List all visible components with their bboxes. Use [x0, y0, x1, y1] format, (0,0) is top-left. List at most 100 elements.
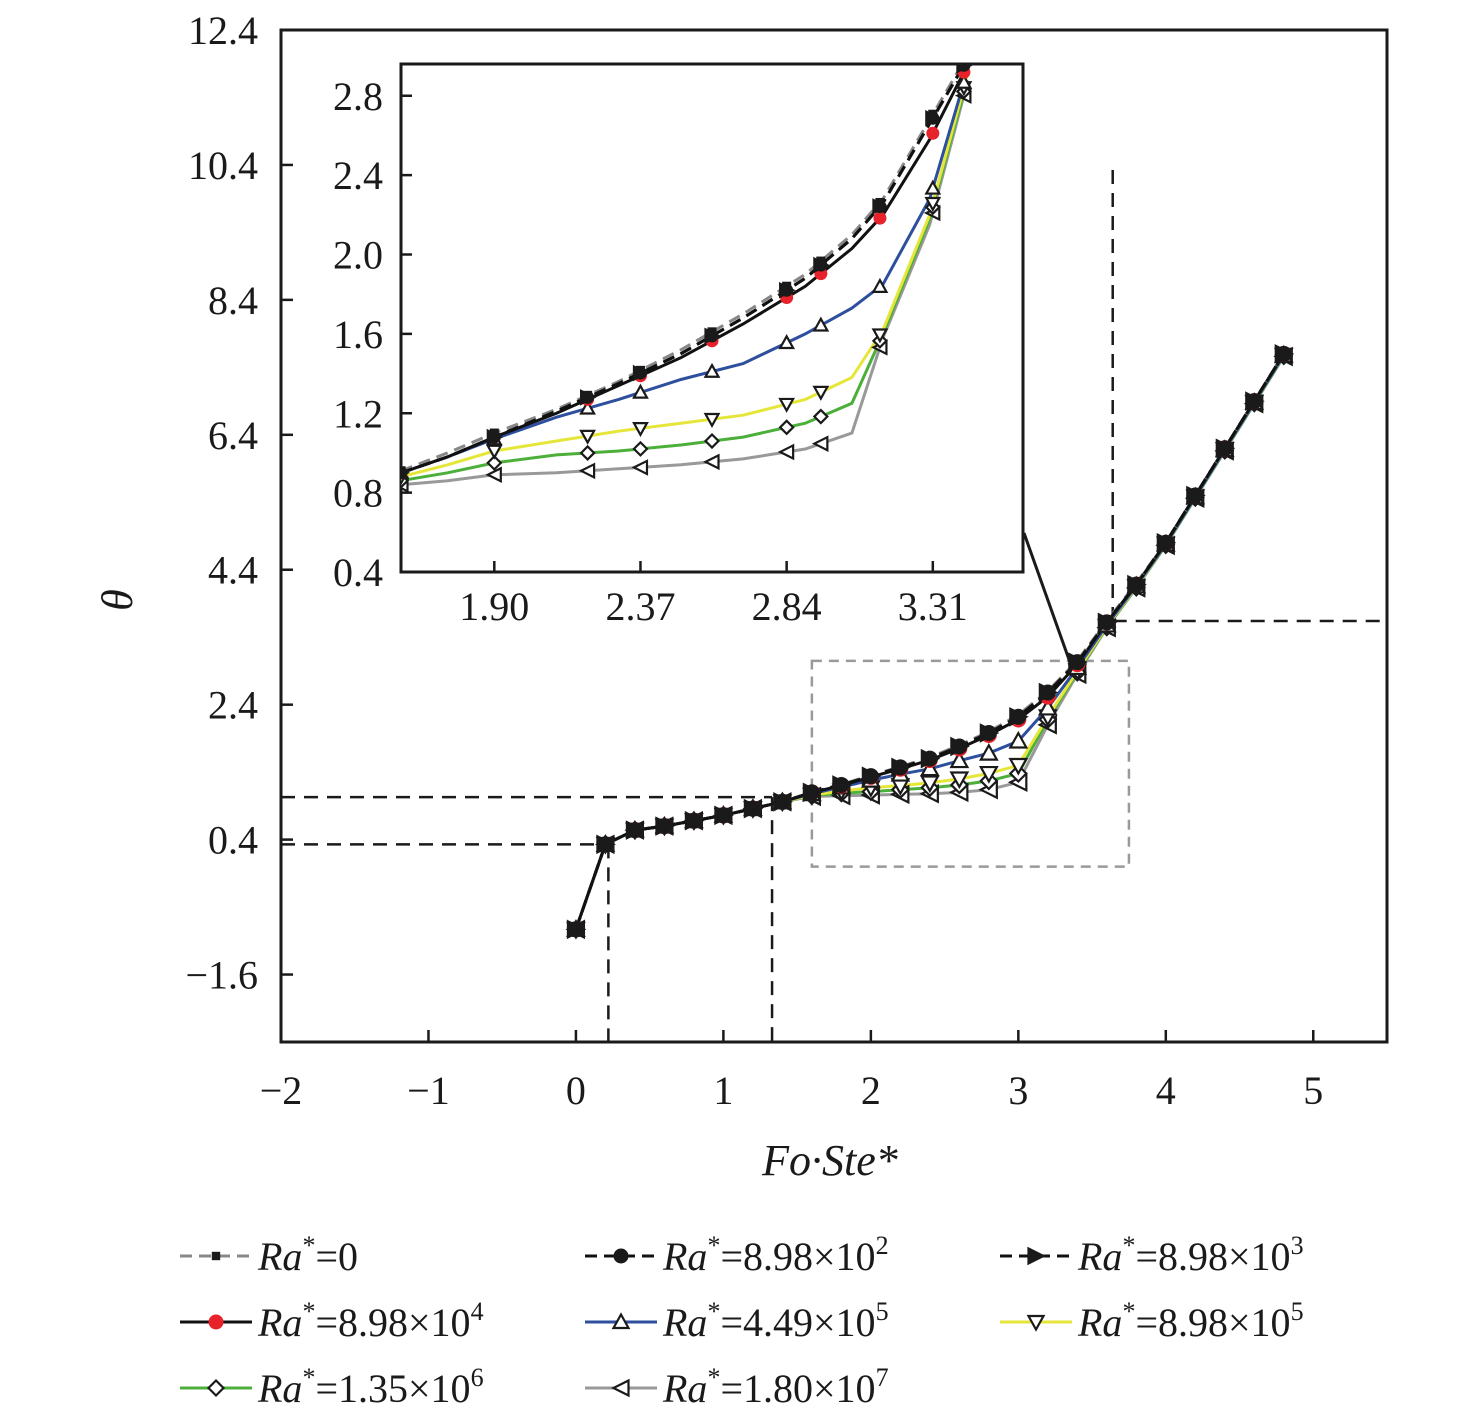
y-tick-label: 10.4 — [188, 143, 258, 188]
main-series-group — [565, 344, 1295, 940]
x-tick-label: 3 — [1008, 1068, 1028, 1113]
data-point-marker — [486, 428, 504, 446]
data-point-marker — [956, 64, 973, 74]
x-tick-label: 2 — [861, 1068, 881, 1113]
data-point-marker — [871, 328, 889, 344]
data-point-marker — [873, 211, 887, 225]
data-point-marker — [579, 429, 596, 445]
data-point-marker — [631, 459, 649, 476]
data-point-marker — [208, 1314, 224, 1330]
data-point-marker — [891, 757, 911, 778]
data-point-marker — [949, 750, 970, 769]
data-point-marker — [777, 443, 795, 461]
data-point-marker — [1038, 682, 1059, 703]
legend-item: Ra*=4.49×105 — [585, 1297, 889, 1345]
inset-series-line — [401, 64, 967, 475]
y-tick-label: 4.4 — [208, 548, 258, 593]
y-axis-title: θ — [93, 589, 142, 611]
x-tick-label: 1 — [713, 1068, 733, 1113]
data-point-marker — [773, 792, 793, 812]
main-plot: −2 −1 0 1 2 3 4 5 −1.6 0.4 2.4 4.4 6.4 8.4 10.4 12.4 F… — [93, 8, 1389, 1185]
legend-item: Ra*=8.98×105 — [1000, 1297, 1304, 1345]
data-point-marker — [832, 775, 852, 795]
data-point-marker — [812, 316, 830, 332]
legend-label: Ra*=8.98×104 — [257, 1297, 484, 1345]
y-tick-label: 12.4 — [188, 8, 258, 53]
main-plot-frame — [279, 28, 1389, 1044]
data-point-marker — [811, 435, 829, 452]
data-point-marker — [950, 736, 970, 757]
data-point-marker — [812, 408, 829, 425]
data-point-marker — [579, 399, 596, 415]
inset-y-tick-label: 2.8 — [333, 74, 383, 119]
inset-x-tick-label: 2.84 — [752, 584, 822, 629]
data-point-marker — [920, 748, 941, 769]
data-point-marker — [1008, 730, 1029, 749]
legend-item: Ra*=8.98×104 — [180, 1297, 484, 1345]
data-point-marker — [486, 454, 503, 471]
legend-item: Ra*=1.35×106 — [180, 1363, 484, 1411]
y-tick-label: 6.4 — [208, 413, 258, 458]
data-point-marker — [211, 1251, 221, 1261]
y-tick-label: 0.4 — [208, 818, 258, 863]
data-point-marker — [802, 782, 823, 803]
data-point-marker — [611, 1378, 630, 1398]
inset-y-tick-label: 2.4 — [333, 153, 383, 198]
x-tick-label: −2 — [260, 1068, 303, 1113]
legend-label: Ra*=4.49×105 — [662, 1297, 889, 1345]
data-point-marker — [485, 444, 503, 460]
data-point-marker — [613, 1248, 629, 1264]
y-tick-label: 8.4 — [208, 278, 258, 323]
data-point-marker — [779, 281, 796, 299]
data-point-marker — [1097, 612, 1118, 633]
data-point-marker — [611, 1312, 631, 1330]
inset-x-tick-label: 2.37 — [605, 584, 675, 629]
data-point-marker — [655, 816, 675, 836]
data-point-marker — [861, 766, 882, 786]
legend-label: Ra*=8.98×105 — [1077, 1297, 1304, 1345]
legend: Ra*=0 Ra*=8.98×102 Ra*=8.98×103 Ra*=8.98×10… — [180, 1231, 1304, 1411]
legend-label: Ra*=0 — [257, 1231, 358, 1279]
data-point-marker — [778, 397, 796, 413]
inset-y-tick-label: 1.6 — [333, 312, 383, 357]
data-point-marker — [1037, 697, 1058, 716]
data-point-marker — [703, 362, 721, 378]
data-point-marker — [924, 179, 942, 195]
data-point-marker — [872, 198, 889, 215]
data-point-marker — [632, 440, 649, 457]
data-point-marker — [925, 109, 942, 127]
data-point-marker — [978, 742, 999, 761]
data-point-marker — [979, 723, 1000, 743]
data-point-marker — [1009, 707, 1029, 727]
data-point-marker — [625, 820, 646, 840]
data-point-marker — [684, 810, 705, 831]
x-axis-title: Fo·Ste* — [761, 1136, 898, 1185]
legend-label: Ra*=8.98×103 — [1077, 1231, 1304, 1279]
inset-series-group — [401, 64, 973, 493]
data-point-marker — [714, 805, 734, 826]
data-point-marker — [955, 73, 973, 89]
data-point-marker — [871, 277, 889, 293]
data-point-marker — [949, 771, 970, 790]
inset-y-tick-label: 1.2 — [333, 391, 383, 436]
inset-y-ticks: 0.4 0.8 1.2 1.6 2.0 2.4 2.8 — [333, 74, 412, 595]
legend-item: Ra*=8.98×103 — [1000, 1231, 1304, 1279]
data-point-marker — [743, 798, 764, 819]
legend-label: Ra*=1.35×106 — [257, 1363, 484, 1411]
legend-label: Ra*=1.80×107 — [662, 1363, 889, 1411]
x-tick-label: 4 — [1156, 1068, 1176, 1113]
data-point-marker — [1215, 438, 1236, 459]
data-point-marker — [778, 419, 795, 436]
legend-item: Ra*=8.98×102 — [585, 1231, 889, 1279]
x-tick-label: −1 — [407, 1068, 450, 1113]
inset-plot-frame — [399, 62, 1025, 574]
x-tick-label: 5 — [1303, 1068, 1323, 1113]
data-point-marker — [703, 412, 721, 428]
inset-connector-line — [1022, 532, 1074, 669]
inset-plot: 1.90 2.37 2.84 3.31 0.4 0.8 1.2 1.6 2.0 2.4 2.8 — [333, 62, 1025, 629]
data-point-marker — [703, 453, 720, 471]
data-point-marker — [926, 126, 940, 140]
data-point-marker — [632, 364, 650, 382]
inset-y-tick-label: 0.8 — [333, 471, 383, 516]
data-point-marker — [401, 468, 410, 478]
